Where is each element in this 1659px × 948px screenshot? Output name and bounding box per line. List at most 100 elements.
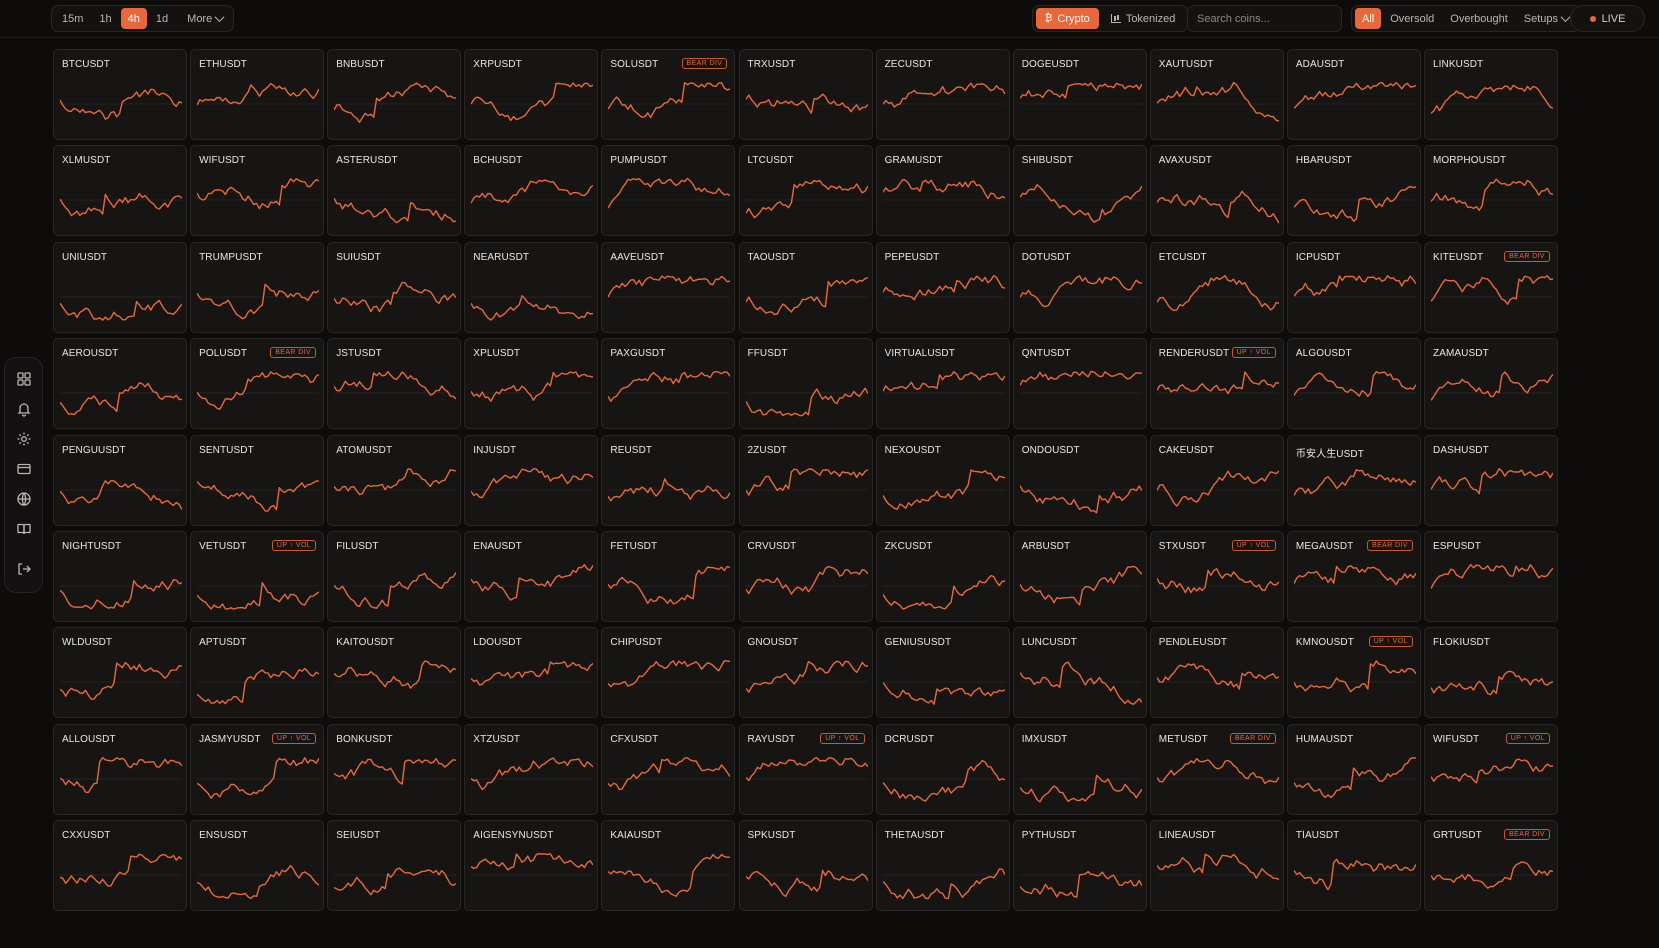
coin-card[interactable]: GRAMUSDT	[875, 145, 1010, 237]
coin-card[interactable]: GRTUSDT BEAR DIV	[1424, 820, 1558, 912]
timeframe-4h-button[interactable]: 4h	[120, 8, 147, 29]
coin-card[interactable]: ARBUSDT	[1012, 531, 1147, 622]
coin-card[interactable]: CAKEUSDT	[1149, 434, 1284, 526]
coin-card[interactable]: HBARUSDT	[1286, 145, 1421, 237]
coin-card[interactable]: RENDERUSDT UP ↑ VOL	[1149, 338, 1284, 430]
coin-card[interactable]: ATOMUSDT	[327, 434, 462, 526]
coin-card[interactable]: MORPHOUSDT	[1424, 145, 1558, 237]
coin-card[interactable]: PEPEUSDT	[875, 241, 1010, 333]
coin-card[interactable]: WIFUSDT UP ↑ VOL	[1424, 723, 1558, 815]
coin-card[interactable]: PENDLEUSDT	[1149, 627, 1284, 719]
coin-card[interactable]: PYTHUSDT	[1012, 820, 1147, 912]
timeframe-1h-button[interactable]: 1h	[99, 12, 112, 25]
coin-card[interactable]: STXUSDT UP ↑ VOL	[1149, 531, 1284, 622]
coin-card[interactable]: SENTUSDT	[190, 434, 325, 526]
coin-card[interactable]: BCHUSDT	[464, 145, 599, 237]
coin-card[interactable]: CXXUSDT	[53, 820, 187, 912]
coin-card[interactable]: PAXGUSDT	[601, 338, 736, 430]
setups-dropdown[interactable]: Setups	[1517, 8, 1576, 29]
coin-card[interactable]: SHIBUSDT	[1012, 145, 1147, 237]
coin-card[interactable]: LTCUSDT	[738, 145, 873, 237]
coin-card[interactable]: ZAMAUSDT	[1424, 338, 1558, 430]
coin-card[interactable]: AEROUSDT	[53, 338, 187, 430]
more-timeframes-button[interactable]: More	[177, 8, 230, 29]
coin-card[interactable]: LINKUSDT	[1424, 49, 1558, 140]
coin-card[interactable]: KMNOUSDT UP ↑ VOL	[1286, 627, 1421, 719]
coin-card[interactable]: PUMPUSDT	[601, 145, 736, 237]
coin-card[interactable]: VIRTUALUSDT	[875, 338, 1010, 430]
coin-card[interactable]: WLDUSDT	[53, 627, 187, 719]
gear-icon[interactable]	[16, 431, 32, 447]
tokenized-button[interactable]: Tokenized	[1102, 8, 1185, 29]
coin-card[interactable]: GENIUSUSDT	[875, 627, 1010, 719]
coin-card[interactable]: VETUSDT UP ↑ VOL	[190, 531, 325, 622]
coin-card[interactable]: XPLUSDT	[464, 338, 599, 430]
coin-card[interactable]: FETUSDT	[601, 531, 736, 622]
coin-card[interactable]: THETAUSDT	[875, 820, 1010, 912]
coin-card[interactable]: FFUSDT	[738, 338, 873, 430]
coin-card[interactable]: SEIUSDT	[327, 820, 462, 912]
coin-card[interactable]: KAITOUSDT	[327, 627, 462, 719]
coin-card[interactable]: NEXOUSDT	[875, 434, 1010, 526]
coin-card[interactable]: INJUSDT	[464, 434, 599, 526]
coin-card[interactable]: PENGUUSDT	[53, 434, 187, 526]
coin-card[interactable]: DCRUSDT	[875, 723, 1010, 815]
coin-card[interactable]: DOTUSDT	[1012, 241, 1147, 333]
coin-card[interactable]: FILUSDT	[327, 531, 462, 622]
coin-card[interactable]: ASTERUSDT	[327, 145, 462, 237]
coin-card[interactable]: JSTUSDT	[327, 338, 462, 430]
coin-card[interactable]: ZKCUSDT	[875, 531, 1010, 622]
coin-card[interactable]: LDOUSDT	[464, 627, 599, 719]
coin-card[interactable]: ZECUSDT	[875, 49, 1010, 140]
coin-card[interactable]: SOLUSDT BEAR DIV	[601, 49, 736, 140]
timeframe-15m-button[interactable]: 15m	[62, 12, 84, 25]
coin-card[interactable]: FLOKIUSDT	[1424, 627, 1558, 719]
coin-card[interactable]: AIGENSYNUSDT	[464, 820, 599, 912]
globe-icon[interactable]	[16, 491, 32, 507]
timeframe-1d-button[interactable]: 1d	[155, 12, 169, 25]
coin-card[interactable]: 币安人生USDT	[1286, 434, 1421, 526]
coin-card[interactable]: LUNCUSDT	[1012, 627, 1147, 719]
coin-card[interactable]: ENAUSDT	[464, 531, 599, 622]
coin-card[interactable]: TAOUSDT	[738, 241, 873, 333]
coin-card[interactable]: SUIUSDT	[327, 241, 462, 333]
coin-card[interactable]: BTCUSDT	[53, 49, 187, 140]
filter-all-button[interactable]: All	[1355, 8, 1382, 29]
coin-card[interactable]: IMXUSDT	[1012, 723, 1147, 815]
coin-card[interactable]: ENSUSDT	[190, 820, 325, 912]
coin-card[interactable]: UNIUSDT	[53, 241, 187, 333]
coin-card[interactable]: XLMUSDT	[53, 145, 187, 237]
coin-card[interactable]: GNOUSDT	[738, 627, 873, 719]
coin-card[interactable]: BNBUSDT	[327, 49, 462, 140]
coin-card[interactable]: AAVEUSDT	[601, 241, 736, 333]
coin-card[interactable]: ALGOUSDT	[1286, 338, 1421, 430]
coin-card[interactable]: HUMAUSDT	[1286, 723, 1421, 815]
coin-card[interactable]: JASMYUSDT UP ↑ VOL	[190, 723, 325, 815]
coin-card[interactable]: NEARUSDT	[464, 241, 599, 333]
coin-card[interactable]: 2ZUSDT	[738, 434, 873, 526]
logout-icon[interactable]	[16, 561, 32, 577]
coin-card[interactable]: AVAXUSDT	[1149, 145, 1284, 237]
coin-card[interactable]: LINEAUSDT	[1149, 820, 1284, 912]
coin-card[interactable]: CHIPUSDT	[601, 627, 736, 719]
coin-card[interactable]: APTUSDT	[190, 627, 325, 719]
coin-card[interactable]: BONKUSDT	[327, 723, 462, 815]
book-icon[interactable]	[16, 521, 32, 537]
coin-card[interactable]: MEGAUSDT BEAR DIV	[1286, 531, 1421, 622]
coin-card[interactable]: DOGEUSDT	[1012, 49, 1147, 140]
search-input[interactable]	[1197, 12, 1332, 25]
coin-card[interactable]: ETCUSDT	[1149, 241, 1284, 333]
bell-icon[interactable]	[16, 401, 32, 417]
coin-card[interactable]: QNTUSDT	[1012, 338, 1147, 430]
coin-card[interactable]: KITEUSDT BEAR DIV	[1424, 241, 1558, 333]
coin-card[interactable]: REUSDT	[601, 434, 736, 526]
coin-card[interactable]: METUSDT BEAR DIV	[1149, 723, 1284, 815]
coin-card[interactable]: SPKUSDT	[738, 820, 873, 912]
coin-card[interactable]: POLUSDT BEAR DIV	[190, 338, 325, 430]
coin-card[interactable]: NIGHTUSDT	[53, 531, 187, 622]
coin-card[interactable]: CRVUSDT	[738, 531, 873, 622]
coin-card[interactable]: XRPUSDT	[464, 49, 599, 140]
coin-card[interactable]: ALLOUSDT	[53, 723, 187, 815]
filter-overbought-button[interactable]: Overbought	[1450, 12, 1508, 25]
coin-card[interactable]: ESPUSDT	[1424, 531, 1558, 622]
